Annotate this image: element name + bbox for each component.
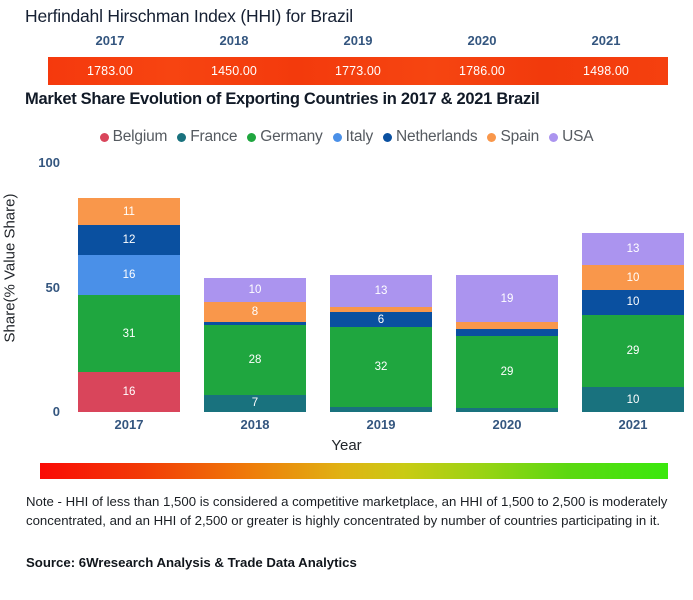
- bar-segment-2021-spain[interactable]: 10: [582, 265, 684, 290]
- bar-segment-2019-spain[interactable]: [330, 307, 432, 313]
- y-axis-label: Share(% Value Share): [1, 193, 19, 343]
- segment-value-label: 10: [626, 296, 640, 309]
- bar-segment-2017-spain[interactable]: 11: [78, 197, 180, 226]
- segment-value-label: 31: [122, 327, 136, 340]
- x-axis-label: Year: [331, 437, 362, 454]
- segment-value-label: 12: [122, 234, 136, 247]
- bar-segment-2019-france[interactable]: [330, 407, 432, 412]
- legend-swatch-icon: [247, 132, 257, 142]
- legend-swatch-icon: [383, 132, 393, 142]
- bar-2018[interactable]: 7 28 8 10: [204, 277, 306, 412]
- hhi-year-2018: 2018: [219, 33, 249, 48]
- chart-title: Market Share Evolution of Exporting Coun…: [25, 90, 540, 108]
- legend-label: France: [190, 128, 238, 145]
- legend-label: Netherlands: [396, 128, 478, 145]
- legend-item-france[interactable]: France: [177, 128, 237, 146]
- bar-2017[interactable]: 16 31 16 12 11: [78, 197, 180, 412]
- legend-item-italy[interactable]: Italy: [332, 128, 374, 146]
- legend-item-usa[interactable]: USA: [549, 128, 594, 146]
- bar-segment-2019-germany[interactable]: 32: [330, 327, 432, 408]
- hhi-title: Herfindahl Hirschman Index (HHI) for Bra…: [25, 6, 353, 26]
- x-tick-2017: 2017: [114, 417, 144, 432]
- bar-segment-2018-germany[interactable]: 28: [204, 324, 306, 395]
- source-text: Source: 6Wresearch Analysis & Trade Data…: [26, 555, 357, 570]
- x-tick-2021: 2021: [618, 417, 648, 432]
- segment-value-label: 7: [251, 397, 259, 410]
- legend-label: Belgium: [112, 128, 168, 145]
- bar-segment-2018-france[interactable]: 7: [204, 394, 306, 412]
- hhi-value-2020: 1786.00: [459, 64, 505, 78]
- bar-segment-2020-usa[interactable]: 19: [456, 275, 558, 323]
- segment-value-label: 29: [626, 344, 640, 357]
- bar-segment-2018-usa[interactable]: 10: [204, 277, 306, 303]
- bar-segment-2021-germany[interactable]: 29: [582, 314, 684, 388]
- bar-segment-2020-spain[interactable]: [456, 322, 558, 329]
- bar-segment-2018-spain[interactable]: 8: [204, 302, 306, 323]
- y-tick-0: 0: [52, 404, 60, 419]
- segment-value-label: 13: [374, 285, 388, 298]
- bar-2021[interactable]: 10 29 10 10 13: [582, 232, 684, 412]
- legend-item-netherlands[interactable]: Netherlands: [383, 128, 478, 146]
- bar-segment-2020-france[interactable]: [456, 408, 558, 412]
- bar-segment-2021-usa[interactable]: 13: [582, 232, 684, 266]
- hhi-year-2020: 2020: [467, 33, 497, 48]
- hhi-year-2019: 2019: [343, 33, 373, 48]
- segment-value-label: 10: [626, 271, 640, 284]
- x-tick-2020: 2020: [492, 417, 522, 432]
- y-tick-50: 50: [45, 279, 60, 295]
- bar-2019[interactable]: 32 6 13: [330, 275, 432, 412]
- legend-swatch-icon: [332, 132, 342, 142]
- hhi-gradient-scale: [40, 463, 668, 479]
- segment-value-label: 13: [626, 242, 640, 255]
- x-tick-2019: 2019: [366, 417, 396, 432]
- bar-segment-2017-italy[interactable]: 16: [78, 255, 180, 295]
- y-tick-100: 100: [38, 155, 60, 170]
- segment-value-label: 10: [248, 283, 262, 296]
- legend-item-spain[interactable]: Spain: [487, 128, 539, 146]
- bar-segment-2019-netherlands[interactable]: 6: [330, 312, 432, 328]
- segment-value-label: 28: [248, 353, 262, 366]
- bar-2020[interactable]: 29 19: [456, 275, 558, 412]
- bar-segment-2020-germany[interactable]: 29: [456, 336, 558, 409]
- segment-value-label: 6: [377, 313, 385, 326]
- bar-segment-2021-france[interactable]: 10: [582, 387, 684, 412]
- legend-label: USA: [562, 128, 594, 145]
- segment-value-label: 11: [123, 205, 135, 218]
- bar-segment-2017-germany[interactable]: 31: [78, 294, 180, 373]
- note-text: Note - HHI of less than 1,500 is conside…: [26, 494, 668, 528]
- legend-label: Germany: [260, 128, 323, 145]
- segment-value-label: 16: [122, 386, 136, 399]
- hhi-value-2019: 1773.00: [335, 64, 381, 78]
- hhi-value-2021: 1498.00: [583, 64, 629, 78]
- legend-swatch-icon: [487, 132, 497, 142]
- chart-legend: Belgium France Germany Italy Netherlands Spai…: [0, 128, 693, 146]
- segment-value-label: 19: [500, 292, 514, 305]
- bar-segment-2021-netherlands[interactable]: 10: [582, 289, 684, 315]
- legend-label: Italy: [345, 128, 374, 145]
- hhi-value-bar: 1783.00 1450.00 1773.00 1786.00 1498.00: [48, 57, 668, 85]
- segment-value-label: 10: [626, 393, 640, 406]
- segment-value-label: 32: [374, 361, 388, 374]
- bar-segment-2019-usa[interactable]: 13: [330, 275, 432, 308]
- bar-segment-2018-netherlands[interactable]: [204, 322, 306, 325]
- bar-segment-2020-netherlands[interactable]: [456, 328, 558, 337]
- legend-swatch-icon: [99, 132, 109, 142]
- hhi-year-header-row: 2017 2018 2019 2020 2021: [48, 33, 668, 53]
- bar-segment-2017-belgium[interactable]: 16: [78, 372, 180, 412]
- legend-item-germany[interactable]: Germany: [247, 128, 323, 146]
- x-tick-2018: 2018: [240, 417, 270, 432]
- bar-segment-2017-netherlands[interactable]: 12: [78, 225, 180, 256]
- legend-label: Spain: [500, 128, 540, 145]
- hhi-value-2017: 1783.00: [87, 64, 133, 78]
- legend-item-belgium[interactable]: Belgium: [99, 128, 168, 146]
- legend-swatch-icon: [549, 132, 559, 142]
- hhi-value-2018: 1450.00: [211, 64, 257, 78]
- segment-value-label: 29: [500, 366, 514, 379]
- legend-swatch-icon: [177, 132, 187, 142]
- hhi-year-2017: 2017: [95, 33, 125, 48]
- hhi-year-2021: 2021: [591, 33, 621, 48]
- segment-value-label: 16: [122, 269, 136, 282]
- segment-value-label: 8: [251, 306, 259, 319]
